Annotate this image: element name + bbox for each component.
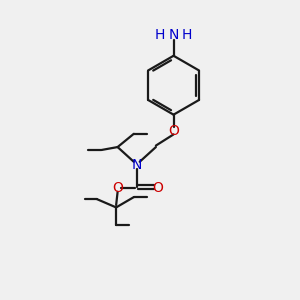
Text: N: N [168, 28, 179, 42]
Text: O: O [168, 124, 179, 138]
Text: H: H [182, 28, 192, 42]
Text: N: N [132, 158, 142, 172]
Text: H: H [155, 28, 165, 42]
Text: O: O [152, 181, 163, 195]
Text: O: O [112, 181, 123, 195]
